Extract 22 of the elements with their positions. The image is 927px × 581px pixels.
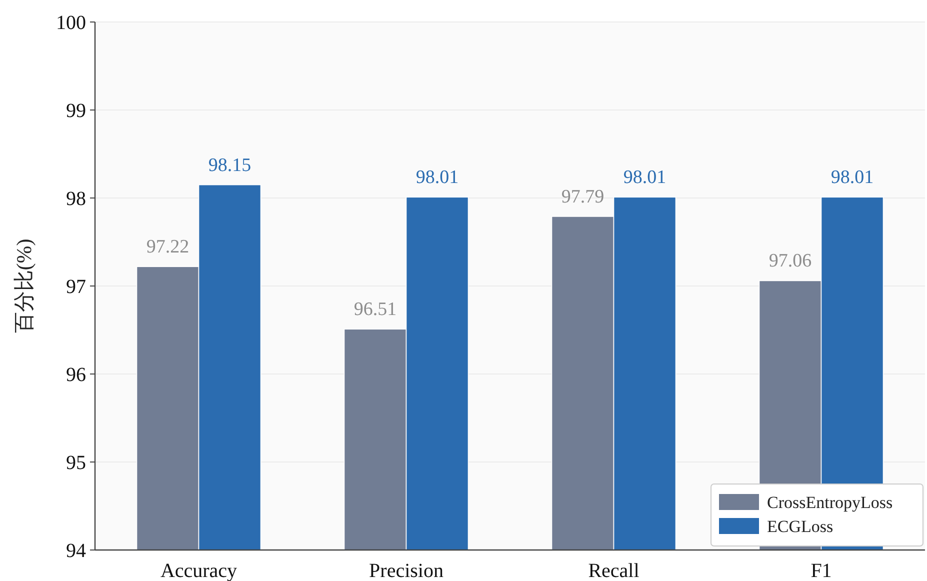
legend-label: ECGLoss [767,517,834,536]
legend-label: CrossEntropyLoss [767,493,893,512]
data-label: 98.01 [830,167,874,188]
data-label: 97.22 [146,236,190,258]
data-label: 98.01 [416,167,459,188]
data-label: 98.15 [208,154,252,176]
data-label: 97.06 [768,250,812,272]
y-axis-title: 百分比(%) [12,238,36,334]
x-tick-label: F1 [810,560,832,581]
y-tick-label: 98 [66,188,86,210]
data-label: 98.01 [623,167,666,188]
x-tick-label: Precision [369,560,444,581]
y-tick-label: 96 [66,364,86,386]
data-label: 96.51 [354,299,397,320]
y-tick-label: 95 [66,452,86,474]
y-tick-label: 94 [66,540,86,562]
x-tick-label: Recall [588,560,640,581]
x-tick-label: Accuracy [160,560,238,581]
y-tick-label: 97 [66,276,86,298]
data-label: 97.79 [561,186,604,208]
y-tick-label: 99 [66,100,86,122]
y-tick-label: 100 [56,12,86,34]
